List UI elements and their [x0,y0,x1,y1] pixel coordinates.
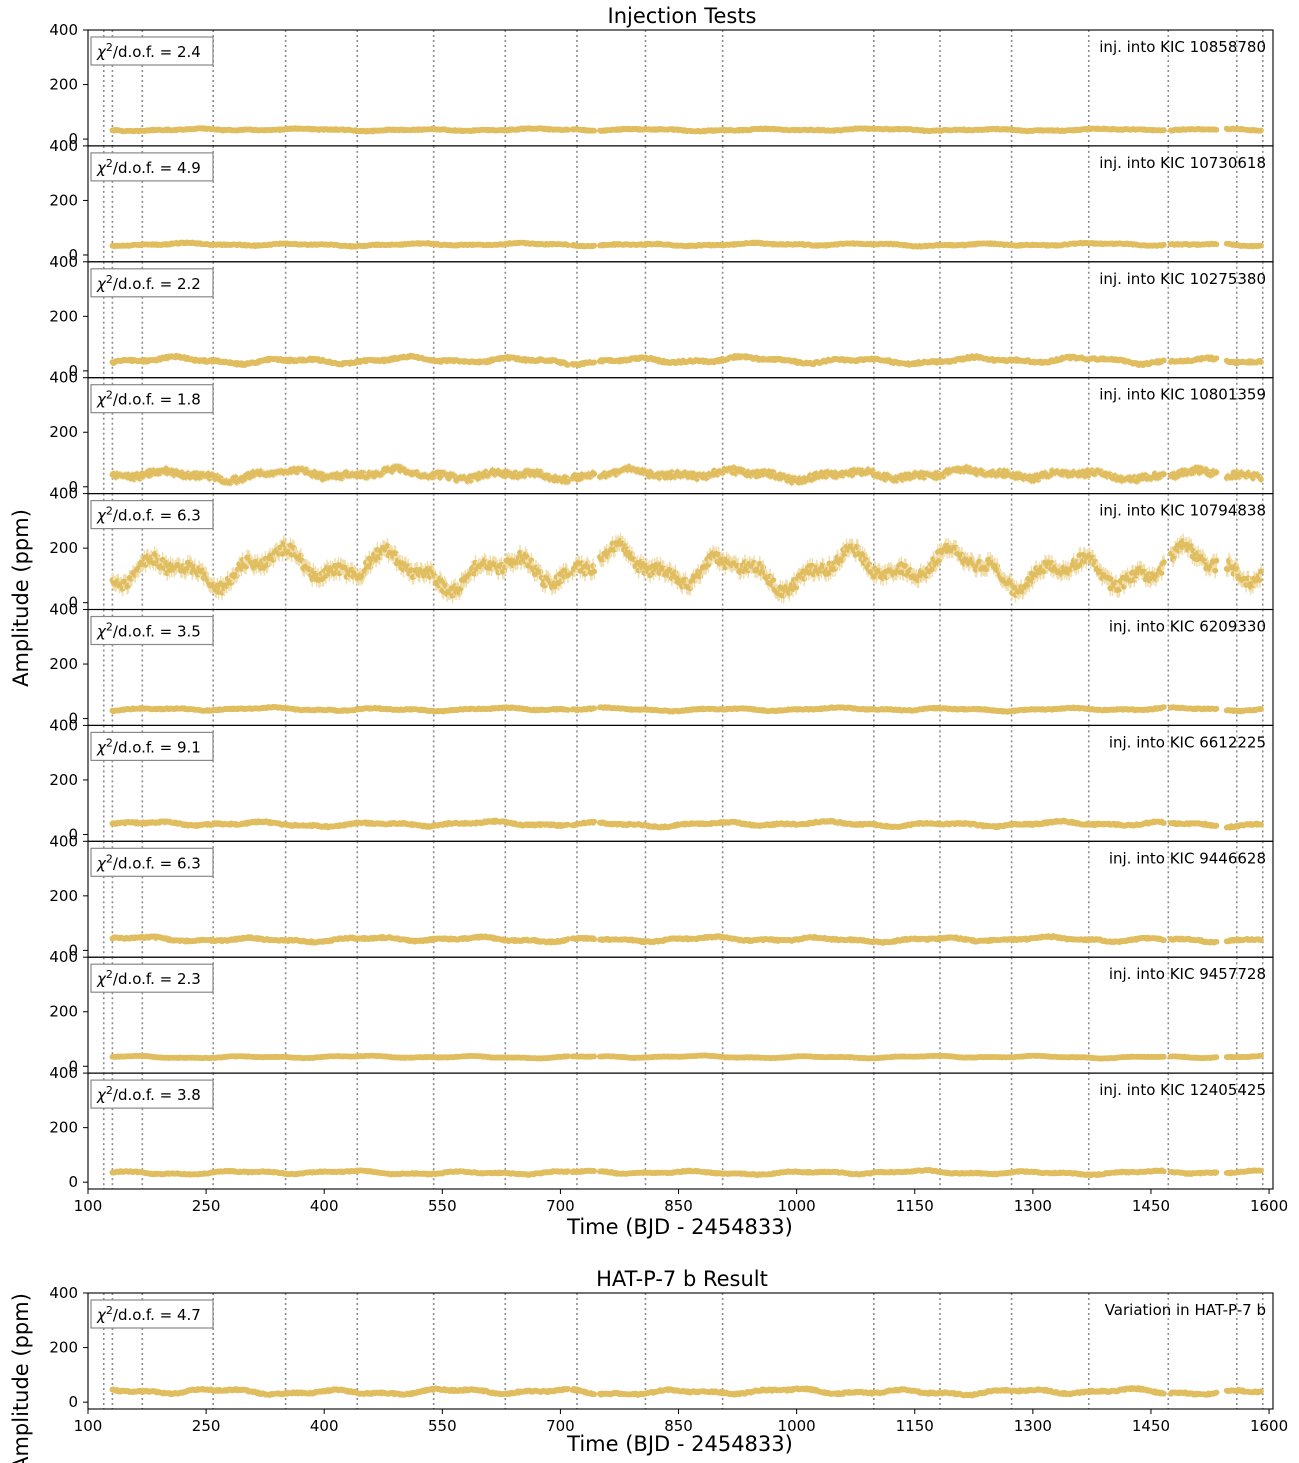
chi2-value: 2.4 [177,43,201,61]
data-point [1258,242,1264,249]
chi2-prefix: /d.o.f. = [113,159,177,177]
data-point [1161,471,1167,478]
data-points [109,462,1264,487]
chi-exponent: 2 [106,273,113,286]
data-point [1258,359,1264,366]
y-tick-label: 400 [49,21,78,39]
y-tick-label: 400 [49,253,78,271]
data-point [1213,241,1220,248]
chi2-value: 4.9 [177,159,201,177]
panel-label: inj. into KIC 10730618 [1099,154,1266,172]
data-points [109,239,1264,250]
y-tick-label: 200 [49,76,78,94]
data-point [591,359,598,366]
data-point [1213,355,1220,362]
data-point [591,127,598,134]
data-point [1161,127,1167,134]
data-point [591,242,598,249]
y-tick-label: 200 [49,191,78,209]
y-tick-label: 400 [49,137,78,155]
y-tick-label: 0 [68,130,78,148]
data-point [1213,126,1220,133]
chi-symbol: χ [96,43,107,61]
panel-label: inj. into KIC 10275380 [1099,270,1266,288]
data-point [1213,469,1220,476]
data-points [109,352,1264,369]
data-points [109,125,1264,135]
panel-label: inj. into KIC 10858780 [1099,38,1266,56]
data-point [565,127,571,133]
panel-1: 0 200 400 χ2/d.o.f. = 2.4 inj. into KIC 1085… [49,21,1274,148]
chi2-stat-label: χ2/d.o.f. = 2.4 [96,41,201,61]
data-point [1161,357,1167,364]
y-tick-label: 200 [49,307,78,325]
chi-exponent: 2 [106,41,113,54]
chi2-prefix: /d.o.f. = [113,275,177,293]
injection-tests-title: Injection Tests [608,4,757,28]
data-point [1161,241,1167,248]
chi2-prefix: /d.o.f. = [113,43,177,61]
chi-exponent: 2 [106,157,113,170]
data-point [1258,127,1264,134]
data-point [591,471,598,477]
chi2-box [90,36,214,66]
chi2-value: 2.2 [177,275,201,293]
